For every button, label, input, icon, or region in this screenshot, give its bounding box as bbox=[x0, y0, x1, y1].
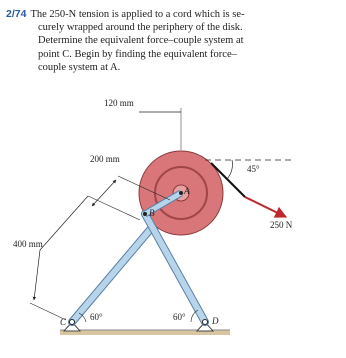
point-label: C bbox=[60, 317, 67, 327]
text-line: couple system at A. bbox=[38, 61, 121, 73]
dim-200-ext bbox=[117, 175, 171, 201]
dim-label: 400 mm bbox=[13, 239, 43, 249]
force-label: 250 N bbox=[270, 220, 293, 230]
angle-arc-c bbox=[78, 312, 87, 323]
angle-label: 60° bbox=[173, 312, 186, 322]
angle-arc bbox=[226, 159, 233, 180]
dim-label: 120 mm bbox=[104, 98, 134, 108]
pin-a bbox=[179, 191, 183, 195]
dim-400-lower bbox=[32, 249, 41, 301]
angle-arc-d bbox=[190, 309, 199, 323]
text-line: Determine the equivalent force–couple sy… bbox=[38, 35, 244, 47]
ground bbox=[60, 330, 230, 335]
force-arrow bbox=[244, 196, 288, 218]
link-ab-fill bbox=[143, 190, 183, 217]
angle-label: 60° bbox=[90, 312, 103, 322]
dim-400-upper bbox=[39, 195, 89, 251]
support-d bbox=[195, 321, 215, 332]
text-line: point C. Begin by finding the equivalent… bbox=[38, 48, 237, 60]
bar-bd-fill bbox=[142, 211, 208, 325]
dim-200-line bbox=[91, 179, 117, 207]
point-label: A bbox=[183, 186, 190, 196]
cord bbox=[210, 162, 246, 198]
pin-c bbox=[69, 319, 75, 325]
pin-b bbox=[143, 212, 147, 216]
point-label: B bbox=[149, 208, 155, 218]
point-label: D bbox=[211, 316, 219, 326]
dim-200-ext2 bbox=[87, 195, 141, 221]
dim-label: 200 mm bbox=[90, 154, 120, 164]
text: The 250-N tension is applied to a cord w… bbox=[30, 9, 245, 20]
text-line: 2/74 The 250-N tension is applied to a co… bbox=[6, 8, 342, 21]
problem-text: 2/74 The 250-N tension is applied to a co… bbox=[6, 8, 342, 74]
text-line: curely wrapped around the periphery of t… bbox=[38, 22, 243, 34]
pin-d bbox=[202, 319, 208, 325]
support-c bbox=[62, 321, 82, 332]
problem-number: 2/74 bbox=[6, 8, 27, 20]
angle-label: 45° bbox=[247, 164, 260, 174]
dim-400-ext bbox=[29, 302, 67, 321]
